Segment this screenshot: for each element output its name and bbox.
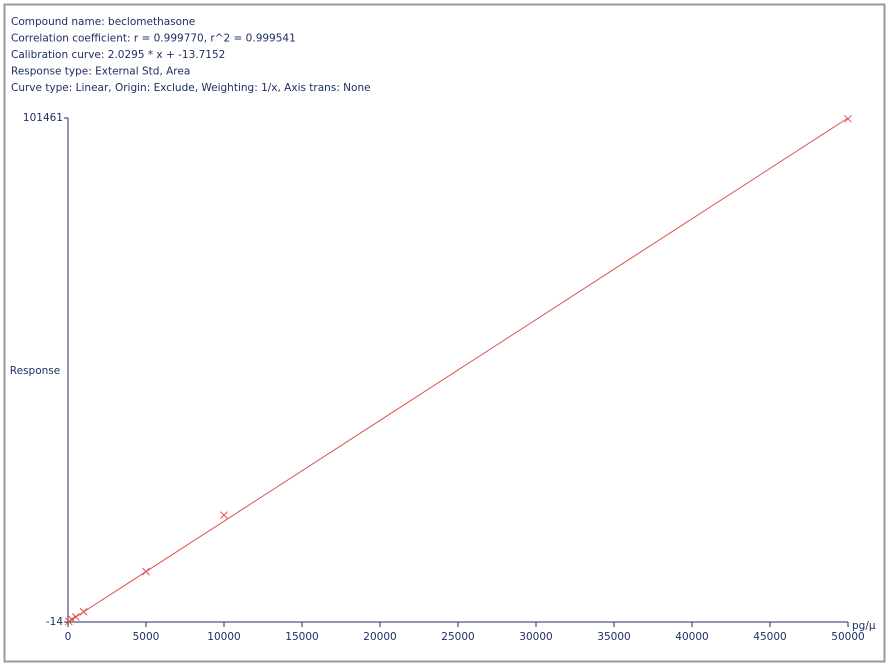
y-tick-label: 101461 xyxy=(23,112,63,124)
x-tick-label: 45000 xyxy=(753,631,786,643)
header-line: Correlation coefficient: r = 0.999770, r… xyxy=(11,33,296,45)
header-line: Compound name: beclomethasone xyxy=(11,16,195,28)
x-tick-label: 0 xyxy=(65,631,72,643)
x-tick-label: 50000 xyxy=(831,631,864,643)
x-tick-label: 10000 xyxy=(207,631,240,643)
x-tick-label: 30000 xyxy=(519,631,552,643)
x-tick-label: 15000 xyxy=(285,631,318,643)
x-tick-label: 40000 xyxy=(675,631,708,643)
y-tick-label: -14 xyxy=(46,616,63,628)
x-tick-label: 35000 xyxy=(597,631,630,643)
x-tick-label: 20000 xyxy=(363,631,396,643)
data-point xyxy=(79,607,88,616)
data-point xyxy=(220,511,228,519)
x-axis-label: pg/μ xyxy=(852,620,876,632)
data-point xyxy=(844,114,852,123)
data-point xyxy=(142,567,150,576)
header-line: Curve type: Linear, Origin: Exclude, Wei… xyxy=(11,82,371,94)
y-axis-label: Response xyxy=(10,365,60,377)
header-line: Response type: External Std, Area xyxy=(11,66,190,78)
fit-line xyxy=(67,117,849,623)
data-point xyxy=(71,613,80,621)
frame xyxy=(3,3,886,663)
x-tick-label: 5000 xyxy=(133,631,160,643)
header-line: Calibration curve: 2.0295 * x + -13.7152 xyxy=(11,49,225,61)
data-point xyxy=(68,615,76,624)
x-tick-label: 25000 xyxy=(441,631,474,643)
